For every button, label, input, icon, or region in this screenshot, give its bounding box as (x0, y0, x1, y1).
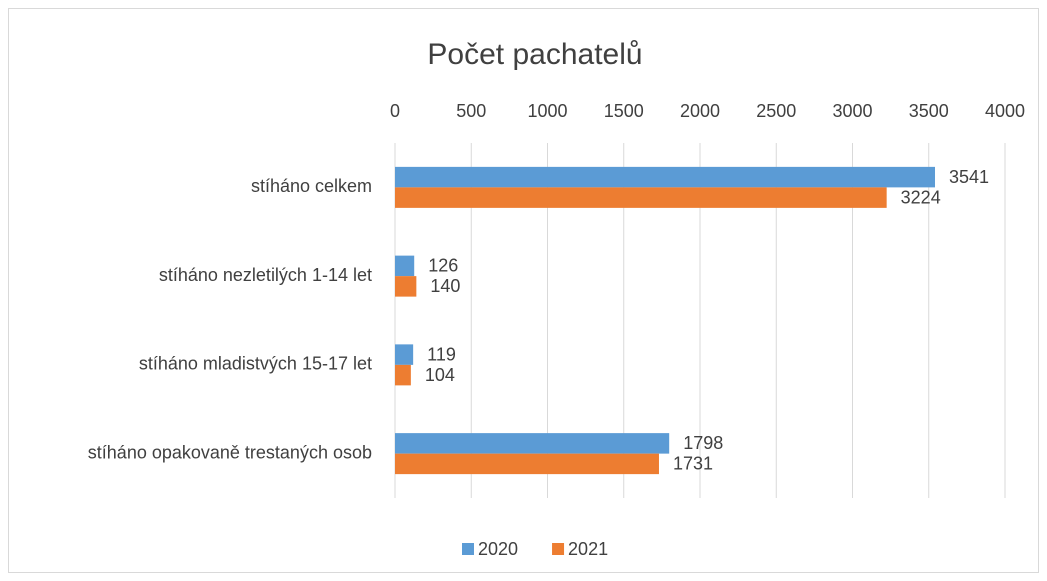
x-tick-label: 1500 (604, 101, 644, 121)
x-tick-label: 0 (390, 101, 400, 121)
x-tick-label: 500 (456, 101, 486, 121)
x-tick-label: 1000 (527, 101, 567, 121)
bar (395, 433, 670, 454)
data-label: 3541 (949, 167, 989, 187)
legend-swatch (462, 543, 474, 555)
x-tick-label: 3000 (832, 101, 872, 121)
chart-title: Počet pachatelů (427, 38, 642, 71)
bar (395, 364, 411, 386)
bar (395, 166, 936, 188)
x-tick-label: 4000 (985, 101, 1025, 121)
data-label: 1731 (673, 454, 713, 474)
data-label: 119 (427, 344, 456, 364)
x-tick-label: 3500 (909, 101, 949, 121)
bar (395, 276, 417, 297)
category-label: stíháno mladistvých 15-17 let (139, 354, 372, 374)
legend-label: 2021 (568, 539, 608, 559)
bar (395, 453, 659, 475)
bar (395, 187, 887, 208)
data-label: 104 (425, 365, 455, 385)
data-label: 140 (430, 276, 460, 296)
category-label: stíháno opakovaně trestaných osob (88, 442, 372, 462)
category-label: stíháno celkem (251, 176, 372, 196)
data-label: 3224 (901, 187, 941, 207)
legend-label: 2020 (478, 539, 518, 559)
data-label: 126 (428, 256, 458, 276)
category-label: stíháno nezletilých 1-14 let (159, 265, 372, 285)
x-tick-label: 2000 (680, 101, 720, 121)
data-label: 1798 (683, 433, 723, 453)
bar (395, 255, 415, 277)
chart-frame (8, 8, 1039, 573)
legend-swatch (552, 543, 565, 555)
bar (395, 344, 414, 365)
x-tick-label: 2500 (756, 101, 796, 121)
